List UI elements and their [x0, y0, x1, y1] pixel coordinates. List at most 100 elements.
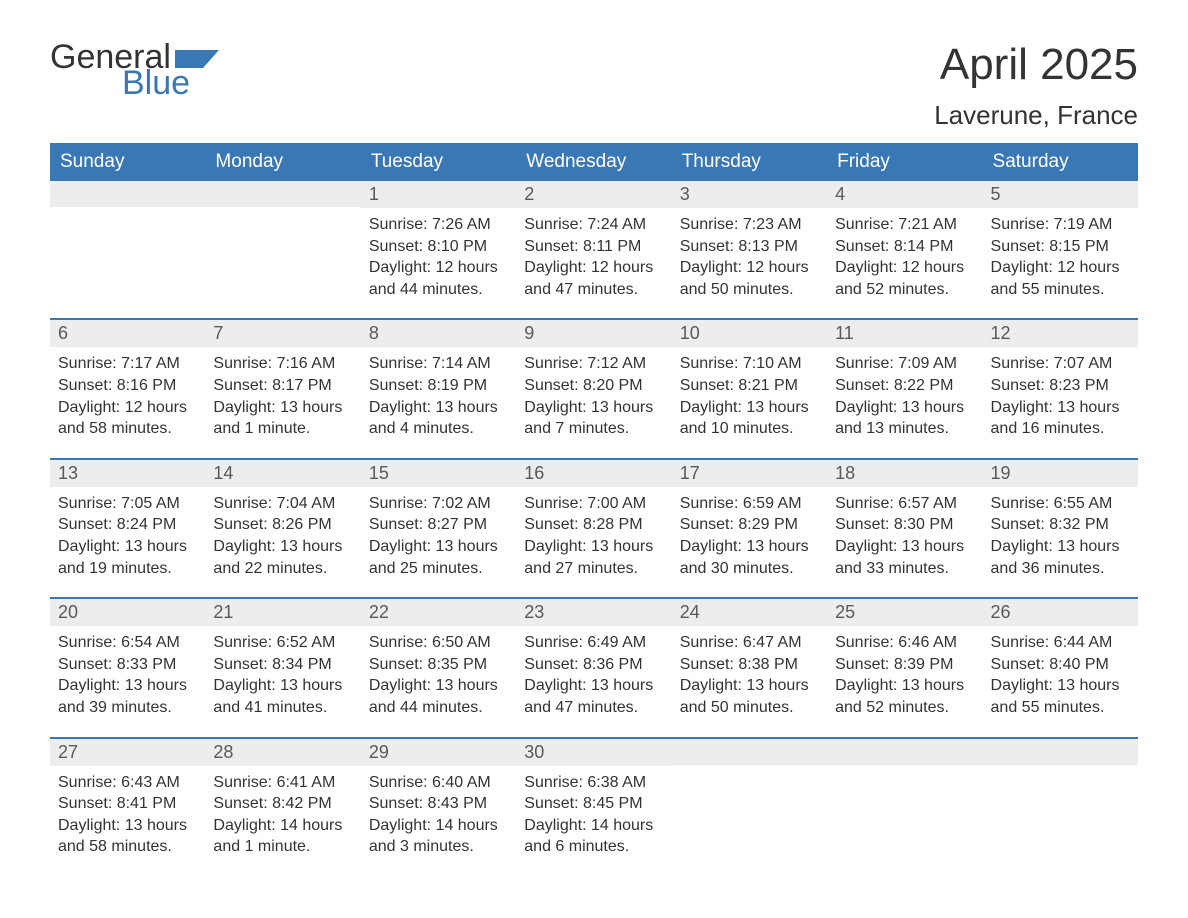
daylight-text: Daylight: 13 hours and 25 minutes. [369, 536, 508, 579]
sunrise-text: Sunrise: 6:50 AM [369, 632, 508, 654]
day-number [672, 739, 827, 765]
daylight-text: Daylight: 13 hours and 19 minutes. [58, 536, 197, 579]
day-number: 22 [361, 599, 516, 626]
daylight-text: Daylight: 13 hours and 41 minutes. [213, 675, 352, 718]
day-cell: 3Sunrise: 7:23 AMSunset: 8:13 PMDaylight… [672, 181, 827, 304]
brand-logo: General Blue [50, 40, 219, 100]
daylight-text: Daylight: 12 hours and 52 minutes. [835, 257, 974, 300]
day-number: 12 [983, 320, 1138, 347]
sunset-text: Sunset: 8:30 PM [835, 514, 974, 536]
day-cell [205, 181, 360, 304]
daylight-text: Daylight: 13 hours and 50 minutes. [680, 675, 819, 718]
day-number: 16 [516, 460, 671, 487]
day-cell: 11Sunrise: 7:09 AMSunset: 8:22 PMDayligh… [827, 320, 982, 443]
sunset-text: Sunset: 8:34 PM [213, 654, 352, 676]
brand-text-blue: Blue [122, 66, 219, 100]
day-number: 11 [827, 320, 982, 347]
day-content: Sunrise: 7:10 AMSunset: 8:21 PMDaylight:… [672, 347, 827, 443]
sunset-text: Sunset: 8:17 PM [213, 375, 352, 397]
day-number: 8 [361, 320, 516, 347]
day-cell: 29Sunrise: 6:40 AMSunset: 8:43 PMDayligh… [361, 739, 516, 862]
weekday-header: Wednesday [516, 143, 671, 181]
sunrise-text: Sunrise: 6:54 AM [58, 632, 197, 654]
day-cell [50, 181, 205, 304]
day-number: 4 [827, 181, 982, 208]
sunrise-text: Sunrise: 6:38 AM [524, 772, 663, 794]
sunset-text: Sunset: 8:42 PM [213, 793, 352, 815]
day-cell: 4Sunrise: 7:21 AMSunset: 8:14 PMDaylight… [827, 181, 982, 304]
daylight-text: Daylight: 13 hours and 16 minutes. [991, 397, 1130, 440]
day-content: Sunrise: 7:00 AMSunset: 8:28 PMDaylight:… [516, 487, 671, 583]
sunset-text: Sunset: 8:10 PM [369, 236, 508, 258]
sunrise-text: Sunrise: 7:16 AM [213, 353, 352, 375]
daylight-text: Daylight: 14 hours and 1 minute. [213, 815, 352, 858]
day-content: Sunrise: 6:43 AMSunset: 8:41 PMDaylight:… [50, 766, 205, 862]
sunrise-text: Sunrise: 7:19 AM [991, 214, 1130, 236]
daylight-text: Daylight: 13 hours and 10 minutes. [680, 397, 819, 440]
sunrise-text: Sunrise: 6:57 AM [835, 493, 974, 515]
day-cell: 25Sunrise: 6:46 AMSunset: 8:39 PMDayligh… [827, 599, 982, 722]
sunrise-text: Sunrise: 6:43 AM [58, 772, 197, 794]
daylight-text: Daylight: 13 hours and 47 minutes. [524, 675, 663, 718]
sunset-text: Sunset: 8:26 PM [213, 514, 352, 536]
daylight-text: Daylight: 13 hours and 44 minutes. [369, 675, 508, 718]
sunrise-text: Sunrise: 7:23 AM [680, 214, 819, 236]
day-number: 15 [361, 460, 516, 487]
day-content: Sunrise: 7:14 AMSunset: 8:19 PMDaylight:… [361, 347, 516, 443]
sunset-text: Sunset: 8:38 PM [680, 654, 819, 676]
daylight-text: Daylight: 14 hours and 6 minutes. [524, 815, 663, 858]
sunrise-text: Sunrise: 7:09 AM [835, 353, 974, 375]
day-cell [983, 739, 1138, 862]
weekday-header: Saturday [983, 143, 1138, 181]
daylight-text: Daylight: 12 hours and 58 minutes. [58, 397, 197, 440]
sunrise-text: Sunrise: 7:05 AM [58, 493, 197, 515]
day-number: 19 [983, 460, 1138, 487]
daylight-text: Daylight: 13 hours and 33 minutes. [835, 536, 974, 579]
weekday-header: Thursday [672, 143, 827, 181]
day-cell: 13Sunrise: 7:05 AMSunset: 8:24 PMDayligh… [50, 460, 205, 583]
sunset-text: Sunset: 8:35 PM [369, 654, 508, 676]
sunset-text: Sunset: 8:28 PM [524, 514, 663, 536]
day-cell: 27Sunrise: 6:43 AMSunset: 8:41 PMDayligh… [50, 739, 205, 862]
daylight-text: Daylight: 13 hours and 55 minutes. [991, 675, 1130, 718]
sunrise-text: Sunrise: 7:21 AM [835, 214, 974, 236]
day-content: Sunrise: 6:41 AMSunset: 8:42 PMDaylight:… [205, 766, 360, 862]
day-cell: 18Sunrise: 6:57 AMSunset: 8:30 PMDayligh… [827, 460, 982, 583]
daylight-text: Daylight: 13 hours and 13 minutes. [835, 397, 974, 440]
day-content: Sunrise: 6:38 AMSunset: 8:45 PMDaylight:… [516, 766, 671, 862]
day-cell: 17Sunrise: 6:59 AMSunset: 8:29 PMDayligh… [672, 460, 827, 583]
daylight-text: Daylight: 13 hours and 52 minutes. [835, 675, 974, 718]
daylight-text: Daylight: 12 hours and 44 minutes. [369, 257, 508, 300]
day-content: Sunrise: 7:02 AMSunset: 8:27 PMDaylight:… [361, 487, 516, 583]
sunrise-text: Sunrise: 7:00 AM [524, 493, 663, 515]
sunrise-text: Sunrise: 7:02 AM [369, 493, 508, 515]
day-cell: 24Sunrise: 6:47 AMSunset: 8:38 PMDayligh… [672, 599, 827, 722]
day-cell: 14Sunrise: 7:04 AMSunset: 8:26 PMDayligh… [205, 460, 360, 583]
day-cell: 28Sunrise: 6:41 AMSunset: 8:42 PMDayligh… [205, 739, 360, 862]
day-number: 14 [205, 460, 360, 487]
day-number: 21 [205, 599, 360, 626]
sunrise-text: Sunrise: 7:26 AM [369, 214, 508, 236]
sunset-text: Sunset: 8:20 PM [524, 375, 663, 397]
day-content: Sunrise: 7:04 AMSunset: 8:26 PMDaylight:… [205, 487, 360, 583]
day-number [983, 739, 1138, 765]
day-number: 1 [361, 181, 516, 208]
day-number: 27 [50, 739, 205, 766]
day-content: Sunrise: 7:07 AMSunset: 8:23 PMDaylight:… [983, 347, 1138, 443]
sunset-text: Sunset: 8:13 PM [680, 236, 819, 258]
sunrise-text: Sunrise: 7:24 AM [524, 214, 663, 236]
sunrise-text: Sunrise: 7:14 AM [369, 353, 508, 375]
week-row: 27Sunrise: 6:43 AMSunset: 8:41 PMDayligh… [50, 737, 1138, 862]
day-number: 28 [205, 739, 360, 766]
day-content: Sunrise: 6:59 AMSunset: 8:29 PMDaylight:… [672, 487, 827, 583]
sunrise-text: Sunrise: 7:12 AM [524, 353, 663, 375]
sunrise-text: Sunrise: 7:10 AM [680, 353, 819, 375]
sunset-text: Sunset: 8:43 PM [369, 793, 508, 815]
day-content: Sunrise: 7:23 AMSunset: 8:13 PMDaylight:… [672, 208, 827, 304]
sunset-text: Sunset: 8:45 PM [524, 793, 663, 815]
weekday-header: Friday [827, 143, 982, 181]
day-cell: 21Sunrise: 6:52 AMSunset: 8:34 PMDayligh… [205, 599, 360, 722]
daylight-text: Daylight: 12 hours and 50 minutes. [680, 257, 819, 300]
sunrise-text: Sunrise: 7:04 AM [213, 493, 352, 515]
day-cell: 22 Sunrise: 6:50 AMSunset: 8:35 PMDayligh… [361, 599, 516, 722]
